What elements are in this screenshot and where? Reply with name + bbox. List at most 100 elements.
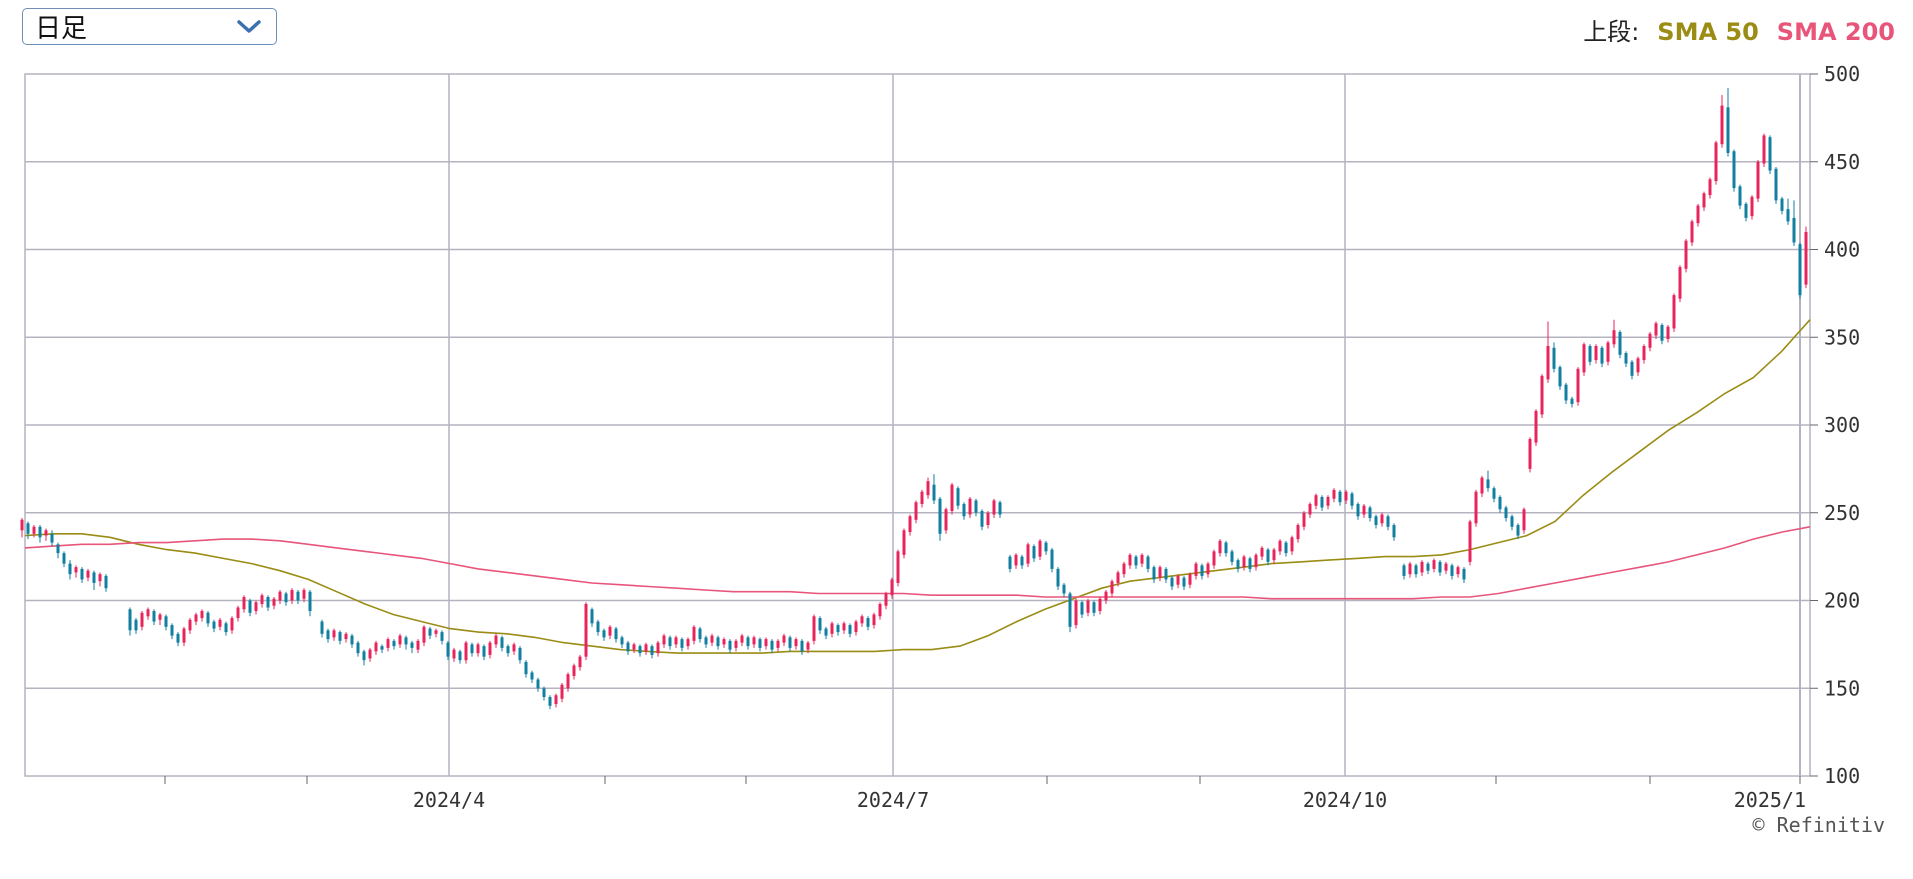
candle: [956, 486, 960, 510]
period-select[interactable]: 日足: [22, 8, 277, 45]
candle-body: [812, 616, 816, 641]
candle: [872, 612, 876, 629]
candle-body: [1552, 347, 1556, 369]
candle: [1320, 495, 1324, 511]
candle-body: [1176, 575, 1180, 585]
candle-body: [1260, 547, 1264, 557]
candle: [1522, 507, 1526, 534]
chevron-down-icon: [237, 19, 261, 33]
candle-body: [236, 607, 240, 619]
candle-body: [1092, 602, 1096, 613]
candle-body: [1080, 602, 1084, 615]
candle-body: [1206, 563, 1210, 575]
candle-body: [1302, 512, 1306, 527]
candle-body: [962, 503, 966, 517]
candle: [650, 644, 654, 659]
candle: [1308, 502, 1312, 519]
candle-body: [1224, 542, 1228, 554]
candle-body: [1684, 240, 1688, 269]
candle: [212, 619, 216, 633]
candle-body: [1768, 137, 1772, 171]
candle: [410, 640, 414, 654]
candle: [512, 642, 516, 655]
candle-body: [1038, 540, 1042, 557]
candle-body: [74, 567, 78, 573]
candle-body: [542, 688, 546, 698]
candle: [950, 482, 954, 515]
candle-body: [1170, 577, 1174, 587]
candle: [614, 626, 618, 643]
candle: [1768, 135, 1772, 175]
candle: [1086, 598, 1090, 617]
candle: [1618, 330, 1622, 359]
candle-body: [1272, 549, 1276, 561]
candle-body: [410, 642, 414, 648]
candle-body: [644, 644, 648, 652]
candle-body: [1492, 488, 1496, 499]
candle: [1206, 561, 1210, 578]
candle-body: [1008, 556, 1012, 569]
candle: [1438, 560, 1442, 576]
candle-body: [992, 500, 996, 515]
candle: [1630, 360, 1634, 380]
candle: [1606, 340, 1610, 366]
candle-body: [722, 639, 726, 645]
candle: [176, 632, 180, 647]
candle: [206, 611, 210, 627]
credit: © Refinitiv: [1752, 813, 1885, 837]
candle: [722, 637, 726, 648]
candle-body: [1062, 584, 1066, 594]
candle: [824, 626, 828, 640]
candle-body: [884, 593, 888, 606]
candle-body: [1110, 581, 1114, 594]
candle: [1158, 565, 1162, 582]
legend-prefix: 上段:: [1583, 18, 1640, 46]
y-tick-label: 400: [1824, 238, 1860, 262]
candle-body: [836, 625, 840, 633]
candle-body: [1414, 565, 1418, 575]
candle-body: [554, 695, 558, 705]
candle: [524, 660, 528, 678]
candle: [428, 626, 432, 640]
candle-body: [1314, 495, 1318, 506]
candle-body: [248, 600, 252, 613]
candle: [302, 588, 306, 603]
candle-body: [440, 632, 444, 641]
candle: [1408, 561, 1412, 578]
candle-body: [896, 551, 900, 583]
y-tick-label: 350: [1824, 325, 1860, 349]
candle-body: [626, 642, 630, 652]
candle-body: [968, 498, 972, 515]
candle: [632, 642, 636, 654]
candle: [362, 649, 366, 666]
candle: [1344, 489, 1348, 504]
candle: [1242, 554, 1246, 571]
candle: [1116, 570, 1120, 587]
candle: [1194, 561, 1198, 580]
candle: [1732, 149, 1736, 192]
candle-body: [980, 510, 984, 527]
candle: [440, 630, 444, 645]
candle-body: [1320, 496, 1324, 508]
x-tick-label: 2025/1: [1734, 788, 1806, 812]
candle: [854, 619, 858, 636]
candle: [404, 635, 408, 650]
candle: [1402, 563, 1406, 580]
candle-body: [1230, 551, 1234, 562]
candle-body: [668, 637, 672, 647]
candle: [392, 639, 396, 650]
candle: [980, 509, 984, 531]
candle-body: [686, 639, 690, 647]
candle-body: [290, 589, 294, 601]
candle-body: [1690, 221, 1694, 243]
candle-body: [320, 621, 324, 634]
candle: [1546, 321, 1550, 383]
candle-body: [1624, 353, 1628, 364]
candle: [356, 640, 360, 657]
candle-body: [452, 649, 456, 659]
candle-body: [650, 646, 654, 655]
candle-body: [356, 642, 360, 654]
candle-body: [1068, 593, 1072, 627]
candle: [1188, 572, 1192, 589]
candle: [494, 633, 498, 648]
